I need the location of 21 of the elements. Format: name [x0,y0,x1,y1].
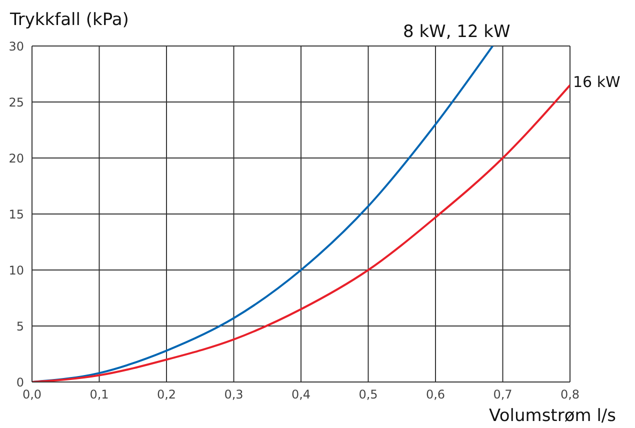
x-tick-label: 0,2 [156,388,176,402]
y-axis-title: Trykkfall (kPa) [10,10,129,30]
x-axis-title: Volumstrøm l/s [489,406,616,426]
x-tick-label: 0,5 [358,388,378,402]
y-tick-label: 25 [8,95,24,110]
y-tick-label: 0 [16,375,24,390]
y-tick-label: 20 [8,151,24,166]
y-tick-label: 10 [8,263,24,278]
line-series [32,46,494,382]
x-tick-label: 0,1 [90,388,109,402]
series-label: 16 kW [573,73,621,92]
y-tick-label: 15 [8,207,24,222]
series-label: 8 kW, 12 kW [402,22,511,42]
y-tick-label: 5 [16,319,24,334]
x-tick-label: 0,7 [493,388,512,402]
y-tick-label: 30 [8,39,24,54]
x-tick-label: 0,4 [291,388,311,402]
x-tick-label: 0,8 [560,388,580,402]
x-tick-label: 0,6 [426,388,446,402]
x-tick-label: 0,0 [22,388,42,402]
x-tick-label: 0,3 [224,388,244,402]
